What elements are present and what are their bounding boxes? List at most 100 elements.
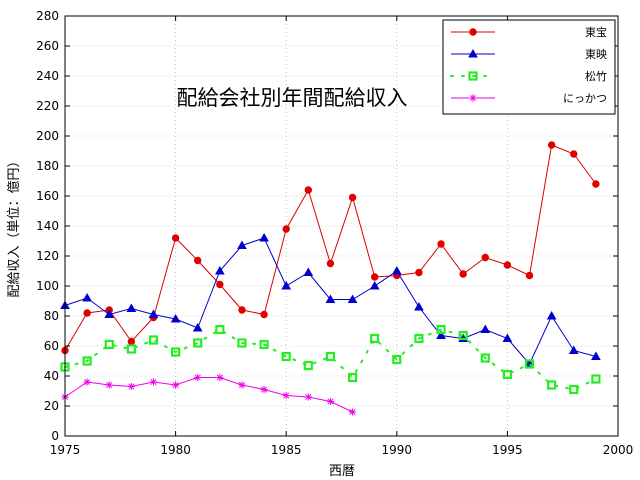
- data-point: [502, 333, 513, 342]
- y-tick-label: 0: [51, 429, 59, 443]
- data-point: [437, 240, 445, 248]
- data-point: [237, 338, 247, 348]
- data-point: [304, 393, 312, 401]
- y-axis-label: 配給収入（単位：億円）: [6, 154, 22, 297]
- data-point: [348, 193, 357, 202]
- data-point: [569, 384, 579, 395]
- legend-label: 松竹: [585, 69, 607, 83]
- data-point: [194, 256, 202, 265]
- data-point: [459, 270, 467, 278]
- series-line: [64, 377, 353, 413]
- data-point: [216, 373, 224, 382]
- data-point: [347, 294, 358, 303]
- data-point: [216, 280, 224, 289]
- data-point: [282, 391, 290, 400]
- data-point: [326, 397, 335, 406]
- x-tick-label: 1980: [160, 443, 191, 457]
- data-point: [525, 271, 534, 280]
- data-point: [546, 310, 557, 320]
- data-point: [149, 378, 158, 386]
- data-point: [238, 306, 246, 314]
- data-point: [281, 280, 292, 290]
- y-tick-label: 220: [36, 99, 59, 113]
- data-point: [170, 313, 181, 323]
- ticks: 0 20 40 60 80 100 120 140 160 180 200 220 240 260 280 1…: [36, 9, 633, 457]
- data-point: [238, 381, 246, 389]
- data-point: [83, 378, 91, 386]
- y-tick-label: 260: [36, 39, 59, 53]
- series-2: [60, 232, 601, 368]
- legend-marker: [468, 48, 478, 58]
- data-point: [325, 351, 336, 362]
- y-tick-label: 60: [44, 339, 59, 353]
- legend-marker: [468, 71, 478, 81]
- data-point: [568, 345, 579, 354]
- data-point: [326, 259, 335, 268]
- y-tick-label: 280: [36, 9, 59, 23]
- data-point: [104, 339, 114, 350]
- data-point: [126, 344, 136, 354]
- legend-label: にっかつ: [563, 92, 607, 105]
- data-point: [436, 324, 446, 335]
- legend-entry: 松竹: [450, 69, 607, 83]
- legend-entry: 東宝: [451, 25, 607, 39]
- x-axis-label: 西暦: [329, 464, 355, 479]
- data-point: [171, 347, 181, 357]
- data-point: [83, 309, 91, 317]
- data-point: [415, 268, 423, 277]
- data-point: [591, 351, 601, 360]
- data-point: [148, 309, 159, 318]
- data-point: [392, 354, 402, 365]
- data-point: [82, 292, 92, 302]
- data-point: [215, 324, 225, 335]
- y-tick-label: 160: [36, 189, 59, 203]
- data-point: [480, 353, 490, 363]
- y-tick-label: 40: [44, 369, 59, 383]
- data-point: [503, 261, 512, 269]
- data-point: [502, 369, 512, 380]
- data-point: [260, 385, 268, 394]
- data-point: [414, 301, 424, 311]
- data-point: [458, 330, 468, 341]
- data-point: [214, 265, 225, 275]
- y-tick-label: 140: [36, 219, 59, 233]
- data-point: [303, 267, 314, 276]
- data-point: [591, 374, 601, 384]
- data-point: [192, 322, 203, 332]
- data-point: [127, 382, 135, 391]
- legend-label: 東宝: [585, 25, 607, 39]
- data-point: [260, 310, 268, 319]
- data-point: [304, 186, 313, 194]
- data-point: [547, 141, 556, 149]
- data-point: [524, 359, 535, 369]
- data-point: [237, 240, 247, 249]
- data-point: [282, 225, 290, 233]
- x-tick-label: 1975: [50, 443, 81, 457]
- data-point: [171, 234, 180, 242]
- legend-entry: 東映: [451, 48, 607, 61]
- data-point: [281, 351, 291, 362]
- data-point: [592, 180, 600, 188]
- legend-entry: にっかつ: [451, 92, 607, 105]
- data-point: [370, 273, 379, 281]
- data-point: [172, 381, 180, 389]
- data-point: [547, 380, 557, 390]
- data-point: [414, 333, 424, 344]
- data-point: [259, 339, 269, 350]
- data-point: [480, 324, 491, 333]
- y-tick-label: 180: [36, 159, 59, 173]
- series-3: [60, 324, 601, 395]
- y-tick-label: 20: [44, 399, 59, 413]
- y-tick-label: 240: [36, 69, 59, 83]
- data-point: [391, 265, 402, 275]
- data-point: [481, 253, 489, 262]
- chart-title: 配給会社別年間配給収入: [177, 86, 408, 110]
- data-point: [325, 294, 336, 303]
- legend-marker: [469, 28, 477, 36]
- y-tick-label: 120: [36, 249, 59, 263]
- x-tick-label: 1990: [382, 443, 413, 457]
- y-tick-label: 200: [36, 129, 59, 143]
- data-point: [436, 330, 446, 339]
